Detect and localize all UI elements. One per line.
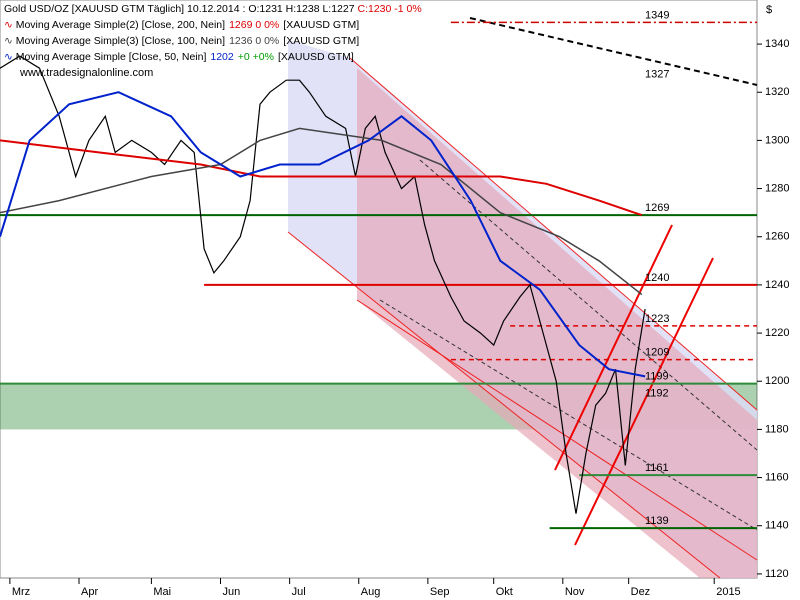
annotation: 1327 — [645, 68, 669, 80]
legend-name: Moving Average Simple [Close, 50, Nein] — [16, 51, 207, 63]
y-tick-label: 1180 — [765, 423, 789, 435]
channel-line — [356, 299, 758, 561]
legend-change: +0 +0% — [238, 51, 274, 63]
rising-channel — [574, 257, 714, 546]
x-tick-label: Mai — [153, 586, 171, 598]
y-tick-label: 1200 — [765, 375, 789, 387]
legend-marker: ∿ — [4, 35, 16, 47]
legend-name: Moving Average Simple(2) [Close, 200, Ne… — [16, 19, 225, 31]
data-layer: 1349 1269 1240 1223 1209 1199 1192 1161 1139 1327 — [0, 9, 757, 530]
x-tick-label: Apr — [81, 586, 98, 598]
y-tick-label: 1160 — [765, 471, 789, 483]
level-label: 1349 — [645, 9, 669, 21]
y-tick-label: 1280 — [765, 182, 789, 194]
level-label: 1199 — [645, 371, 669, 383]
y-tick-label: 1220 — [765, 327, 789, 339]
level-label: 1161 — [645, 462, 669, 474]
y-tick-label: 1300 — [765, 134, 789, 146]
legend-marker: ∿ — [4, 51, 16, 63]
title-change: C:1230 -1 0% — [358, 3, 422, 15]
x-tick-label: Nov — [565, 586, 585, 598]
legend-marker: ∿ — [4, 19, 16, 31]
trendline — [469, 17, 758, 86]
channel-midline — [379, 299, 758, 531]
level-label: 1240 — [645, 272, 669, 284]
y-tick-label: 1240 — [765, 279, 789, 291]
legend-value: 1269 0 0% — [229, 19, 279, 31]
legend-name: Moving Average Simple(3) [Close, 100, Ne… — [16, 35, 225, 47]
level-label: 1139 — [645, 515, 669, 527]
rising-channel — [554, 224, 673, 471]
x-tick-label: Dez — [631, 586, 651, 598]
legend-entry: ∿ Moving Average Simple(2) [Close, 200, … — [4, 19, 359, 31]
y-tick-label: 1120 — [765, 568, 789, 580]
y-tick-label: 1320 — [765, 86, 789, 98]
x-tick-label: Mrz — [12, 586, 30, 598]
level-label: 1209 — [645, 346, 669, 358]
legend-entry: ∿ Moving Average Simple [Close, 50, Nein… — [4, 51, 354, 63]
legend-value: 1202 — [210, 51, 234, 63]
level-label: 1192 — [645, 387, 669, 399]
currency: $ — [766, 4, 772, 16]
y-tick-label: 1340 — [765, 38, 789, 50]
channel-line — [287, 231, 721, 579]
moving-average — [0, 127, 643, 296]
moving-average — [0, 139, 643, 217]
x-tick-label: Aug — [361, 586, 381, 598]
x-tick-label: Okt — [496, 586, 513, 598]
channel-pink — [357, 68, 757, 578]
legend-value: 1236 0 0% — [229, 35, 279, 47]
legend-tail: [XAUUSD GTM] — [283, 35, 359, 47]
x-tick-label: Sep — [430, 586, 450, 598]
x-tick-label: Jul — [292, 586, 306, 598]
legend-tail: [XAUUSD GTM] — [283, 19, 359, 31]
level-label: 1223 — [645, 313, 669, 325]
y-tick-label: 1140 — [765, 520, 789, 532]
x-tick-label: Jun — [223, 586, 241, 598]
legend-tail: [XAUUSD GTM] — [278, 51, 354, 63]
x-tick-label: 2015 — [716, 586, 740, 598]
title: Gold USD/OZ [XAUUSD GTM Täglich] 10.12.2… — [4, 3, 422, 15]
level-label: 1269 — [645, 202, 669, 214]
legend-entry: ∿ Moving Average Simple(3) [Close, 100, … — [4, 35, 359, 47]
title-text: Gold USD/OZ [XAUUSD GTM Täglich] 10.12.2… — [4, 3, 355, 15]
moving-average — [0, 91, 646, 378]
y-tick-label: 1260 — [765, 231, 789, 243]
watermark: www.tradesignalonline.com — [19, 67, 153, 79]
